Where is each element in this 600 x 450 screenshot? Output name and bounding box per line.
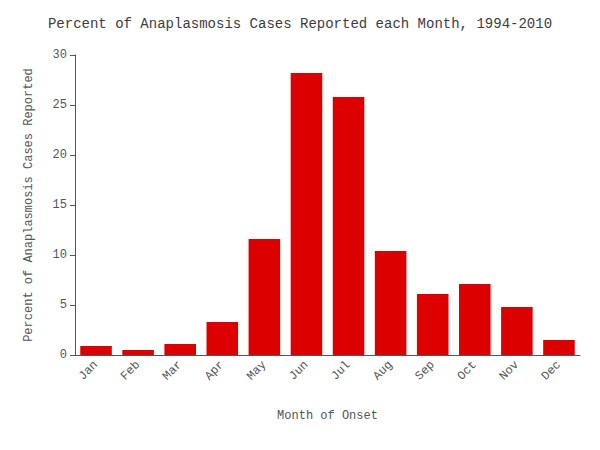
svg-text:20: 20: [53, 148, 67, 162]
svg-text:10: 10: [53, 248, 67, 262]
svg-text:Apr: Apr: [202, 358, 227, 383]
svg-text:25: 25: [53, 98, 67, 112]
svg-text:Jun: Jun: [286, 358, 311, 383]
svg-text:Percent of Anaplasmosis Cases: Percent of Anaplasmosis Cases Reported e…: [48, 16, 552, 32]
svg-text:Dec: Dec: [539, 358, 564, 383]
svg-text:15: 15: [53, 198, 67, 212]
svg-text:Jan: Jan: [76, 358, 101, 383]
svg-text:May: May: [244, 358, 269, 383]
svg-text:Percent of Anaplasmosis Cases: Percent of Anaplasmosis Cases Reported: [22, 68, 36, 342]
svg-text:Aug: Aug: [370, 358, 395, 383]
svg-text:Month of Onset: Month of Onset: [277, 409, 378, 423]
svg-text:0: 0: [60, 348, 67, 362]
svg-text:Nov: Nov: [497, 358, 522, 383]
svg-text:Oct: Oct: [455, 358, 480, 383]
svg-text:5: 5: [60, 298, 67, 312]
svg-text:Feb: Feb: [118, 358, 143, 383]
svg-text:Jul: Jul: [328, 358, 353, 383]
svg-text:30: 30: [53, 48, 67, 62]
svg-text:Sep: Sep: [413, 358, 438, 383]
svg-text:Mar: Mar: [160, 358, 185, 383]
